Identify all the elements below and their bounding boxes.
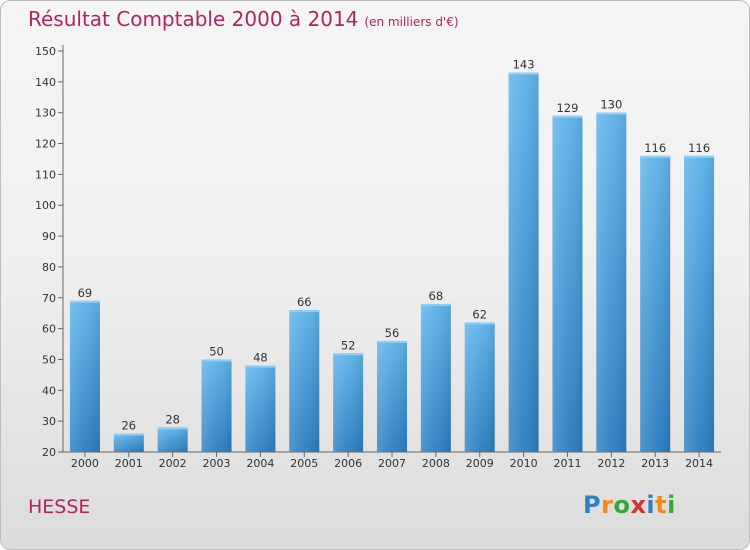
y-tick-label: 60 (42, 323, 56, 336)
bar-top-highlight (508, 72, 539, 75)
data-label: 116 (688, 141, 710, 155)
title-text: Résultat Comptable 2000 à 2014 (28, 7, 359, 31)
x-tick-label: 2004 (246, 457, 274, 470)
x-tick-label: 2014 (685, 457, 713, 470)
bar-shade (201, 359, 232, 452)
bar-shade (640, 155, 671, 452)
data-label: 129 (556, 101, 578, 115)
x-tick-label: 2011 (553, 457, 581, 470)
bar-shade (333, 353, 364, 452)
data-label: 66 (297, 295, 312, 309)
bar-top-highlight (464, 322, 495, 325)
data-label: 68 (429, 289, 444, 303)
logo-letter: P (583, 491, 602, 519)
y-tick-label: 70 (42, 292, 56, 305)
data-label: 26 (121, 418, 136, 432)
x-tick-label: 2000 (71, 457, 99, 470)
data-label: 48 (253, 351, 268, 365)
axes: 20 30 40 50 60 70 80 90 100 110 120 130 140 150 2000 20… (35, 45, 721, 470)
data-label: 69 (78, 286, 93, 300)
x-tick-label: 2010 (510, 457, 538, 470)
x-tick-label: 2009 (466, 457, 494, 470)
bar-top-highlight (245, 365, 276, 368)
x-tick-label: 2008 (422, 457, 450, 470)
y-tick-label: 20 (42, 446, 56, 459)
data-label: 56 (385, 326, 400, 340)
bar-shade (684, 155, 715, 452)
logo-letter: o (613, 491, 631, 519)
y-tick-label: 30 (42, 415, 56, 428)
bar-shade (157, 427, 188, 452)
bar-shade (377, 340, 407, 452)
bar-top-highlight (640, 155, 671, 158)
y-tick-label: 90 (42, 230, 56, 243)
x-tick-label: 2002 (159, 457, 187, 470)
chart-title: Résultat Comptable 2000 à 2014 (en millie… (28, 7, 459, 31)
bar-top-highlight (420, 303, 451, 306)
bar-top-highlight (377, 340, 407, 343)
bar-top-highlight (333, 353, 364, 356)
place-name: HESSE (28, 496, 91, 518)
y-tick-label: 130 (35, 107, 56, 120)
data-label: 62 (472, 307, 487, 321)
data-label: 52 (341, 338, 356, 352)
x-tick-label: 2013 (641, 457, 669, 470)
y-tick-label: 40 (42, 384, 56, 397)
bar-top-highlight (552, 115, 583, 118)
data-label: 143 (513, 58, 535, 72)
bar-shade (245, 365, 276, 452)
value-labels: 69 26 28 50 48 66 52 56 68 62 143 129 130 116 116 (78, 58, 710, 433)
logo-letter: x (630, 491, 647, 519)
bar-top-highlight (201, 359, 232, 362)
bar-shade (552, 115, 583, 453)
logo-letter: i (646, 491, 656, 519)
x-tick-label: 2001 (115, 457, 143, 470)
bar-top-highlight (113, 433, 144, 436)
proxiti-logo: Proxiti (583, 491, 676, 519)
bar-shade (596, 112, 627, 452)
bar-shade (464, 322, 495, 452)
x-tick-label: 2005 (290, 457, 318, 470)
x-tick-label: 2012 (597, 457, 625, 470)
bar-shade (508, 72, 539, 452)
bar-shade (69, 300, 100, 452)
logo-letter: i (667, 491, 676, 519)
y-tick-label: 80 (42, 261, 56, 274)
y-tick-label: 140 (35, 76, 56, 89)
y-tick-label: 110 (35, 168, 56, 181)
data-label: 116 (644, 141, 666, 155)
bar-top-highlight (289, 310, 320, 313)
bar-top-highlight (157, 427, 188, 430)
y-tick-label: 120 (35, 138, 56, 151)
bar-top-highlight (596, 112, 627, 115)
y-tick-label: 100 (35, 199, 56, 212)
bars (69, 72, 715, 453)
bar-shade (420, 303, 451, 452)
logo-letter: r (601, 491, 614, 519)
x-tick-label: 2003 (203, 457, 231, 470)
x-tick-label: 2007 (378, 457, 406, 470)
bar-shade (289, 310, 320, 452)
y-tick-label: 150 (35, 45, 56, 58)
data-label: 130 (600, 98, 622, 112)
y-tick-label: 50 (42, 353, 56, 366)
bar-shade (113, 433, 144, 452)
data-label: 50 (209, 344, 224, 358)
logo-letter: t (655, 491, 668, 519)
bar-top-highlight (69, 300, 100, 303)
x-tick-label: 2006 (334, 457, 362, 470)
data-label: 28 (165, 412, 180, 426)
unit-label: (en milliers d'€) (364, 15, 459, 29)
bar-top-highlight (684, 155, 715, 158)
